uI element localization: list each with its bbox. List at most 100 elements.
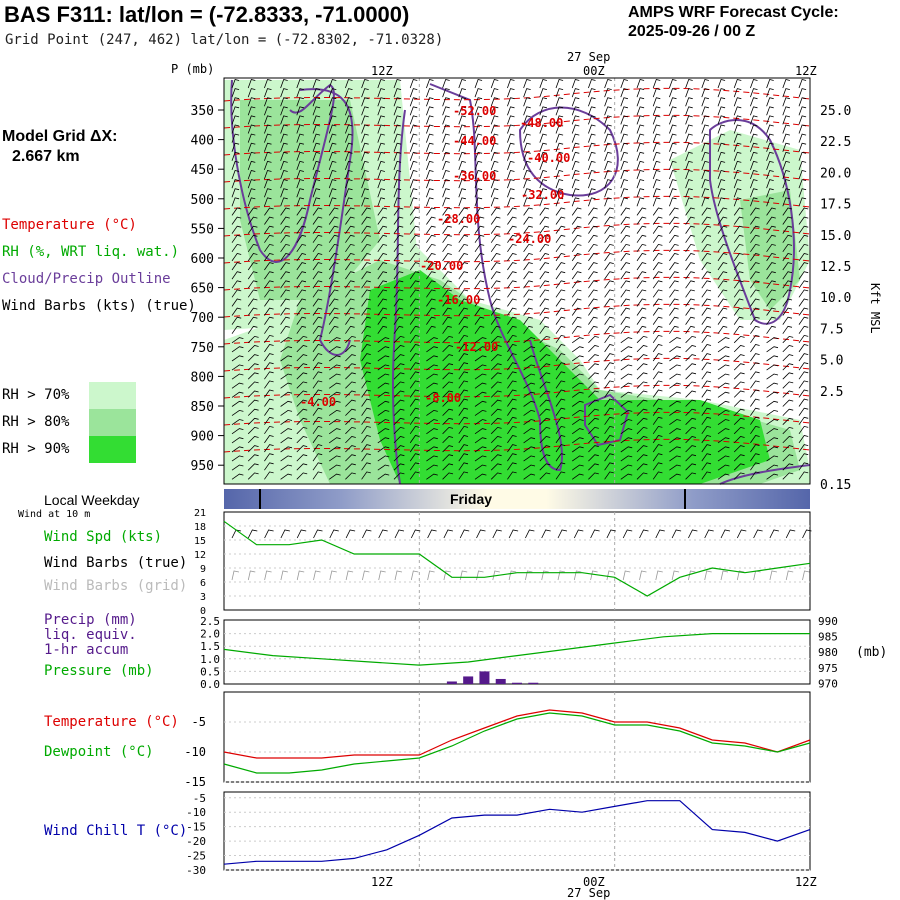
wind-barb [296, 124, 304, 134]
wind-barb [361, 253, 371, 262]
wind-barb [442, 436, 454, 444]
wind-barb [571, 346, 584, 353]
isotherm-labels: -52.00-48.00-44.00-40.00-36.00-32.00-28.… [300, 104, 570, 409]
wind-barb [620, 88, 628, 98]
wind-barb [798, 207, 809, 216]
wind-barb [426, 391, 438, 398]
wind-barb [652, 79, 661, 89]
wind-barb [523, 271, 533, 280]
wind-barb [377, 179, 385, 189]
wind-barb [231, 133, 240, 143]
wind-barb [571, 88, 580, 98]
wind-barb [539, 289, 550, 298]
dewpoint-line [223, 712, 811, 774]
wind-barb [604, 124, 612, 134]
wind-barb [766, 151, 774, 161]
wind-barb [571, 262, 582, 271]
wind-barb [328, 197, 337, 207]
wind-barb [782, 408, 794, 416]
precip-y-tick: 1.5 [200, 640, 220, 653]
wind-barb [555, 407, 566, 416]
wind-barb [685, 225, 695, 234]
wind-barb [798, 325, 809, 334]
wind-barb [733, 472, 745, 480]
wind-barb [571, 437, 584, 444]
wind-barb [458, 225, 469, 234]
wind-barb [507, 170, 515, 180]
wind-barb [490, 335, 502, 344]
wind-barb [669, 382, 681, 389]
wind-barb [312, 444, 323, 453]
wind-barb [474, 243, 485, 253]
wind-barb [474, 316, 485, 325]
wind-barb [264, 353, 274, 362]
wind-barb [458, 380, 469, 389]
wind-barb [409, 289, 420, 298]
wind-barb [669, 88, 677, 98]
wind-barb [345, 170, 353, 180]
surface-barb-grid [753, 570, 761, 581]
wind-barb [798, 234, 809, 243]
wind-barb [636, 253, 647, 262]
wind-barb [393, 390, 405, 398]
wind-barb [669, 115, 677, 125]
wind-barb [377, 391, 390, 398]
wind-barb [231, 307, 242, 316]
wind-barb [766, 225, 776, 234]
wind-barb [539, 381, 551, 389]
wind-barb [442, 298, 452, 307]
wind-barb [669, 197, 677, 207]
wind-barb [361, 225, 371, 234]
wind-barb [507, 197, 515, 207]
wind-barb [264, 179, 272, 189]
wind-barb [426, 373, 438, 380]
wind-barb [507, 179, 515, 189]
wind-barb [588, 216, 598, 225]
wind-barb [571, 160, 580, 171]
pressure-tick-label: 700 [191, 311, 214, 326]
surface-barb-true [427, 529, 437, 539]
wind-barb [264, 197, 272, 207]
wind-barb [264, 253, 274, 262]
wind-barb [652, 170, 661, 180]
wind-barb [588, 133, 596, 143]
wind-barb [426, 346, 438, 353]
wind-barb [669, 160, 677, 171]
wind-barb [766, 289, 776, 298]
wind-barb [798, 334, 809, 344]
wind-barb [345, 106, 353, 116]
wind-barb [652, 362, 663, 371]
wind-barb [782, 170, 790, 180]
wind-barb [264, 170, 272, 180]
wind-barb [620, 337, 633, 344]
surface-barb-true [753, 529, 763, 539]
wind-barb [377, 280, 388, 289]
pressure-unit: (mb) [856, 645, 888, 660]
wind-barb [733, 372, 745, 380]
wind-barb [328, 188, 337, 198]
wind-barb [280, 298, 290, 307]
wind-barb [458, 389, 469, 398]
wind-barb [604, 280, 614, 289]
wind-barb [409, 298, 420, 307]
wind-barb [264, 435, 274, 444]
surface-barb-true [313, 529, 323, 539]
wind-barb [328, 160, 337, 171]
wind-barb [782, 188, 790, 198]
wind-barb [782, 381, 794, 389]
surface-barb-true [622, 529, 633, 539]
wind-barb [539, 426, 551, 435]
wind-barb [377, 133, 385, 143]
wind-barb [620, 160, 628, 171]
cloud-outline-8 [719, 464, 811, 485]
wind-barb [750, 353, 760, 362]
wind-barb [588, 316, 598, 325]
wind-barb [361, 133, 369, 143]
wind-barb [750, 216, 760, 225]
wind-barb [733, 280, 744, 289]
wind-barb [377, 88, 385, 98]
wind-barb [620, 124, 628, 134]
precip-y-tick: 2.5 [200, 615, 220, 628]
wind-barb [264, 225, 274, 234]
wind-barb [328, 391, 341, 398]
